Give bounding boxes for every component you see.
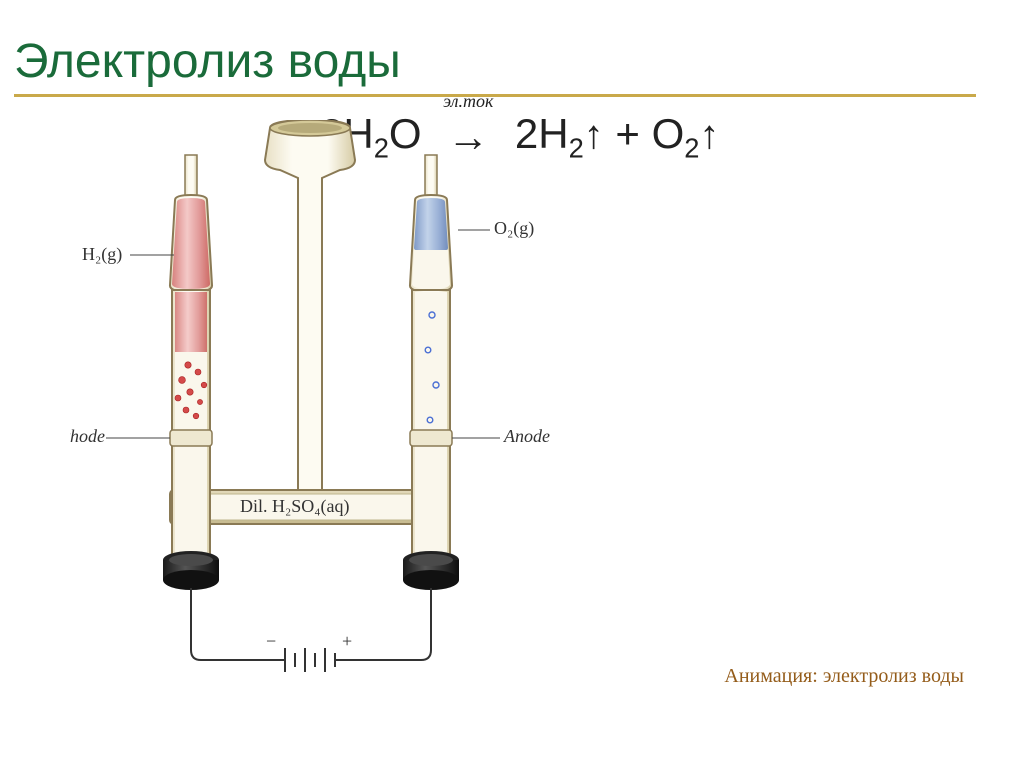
page-title: Электролиз воды <box>14 34 401 89</box>
electrolyte-label: Dil. H₂SO₄(aq) <box>240 496 350 517</box>
electrolysis-diagram: − + H₂(g) O₂(g) Cathode Anode Dil. H₂SO₄… <box>70 120 570 710</box>
cathode-label: Cathode <box>70 426 105 446</box>
anode-label: Anode <box>503 426 550 446</box>
central-reservoir <box>265 120 355 490</box>
arrow-label: эл.ток <box>443 91 493 112</box>
cathode-electrode <box>163 551 219 590</box>
battery-plus: + <box>342 631 352 651</box>
title-underline <box>14 94 976 97</box>
plus: + <box>604 110 652 157</box>
product2-sub: 2 <box>684 132 699 163</box>
circuit-wires <box>191 588 431 660</box>
battery-minus: − <box>266 631 276 651</box>
anode-tube <box>410 155 452 560</box>
product1-sub: 2 <box>569 132 584 163</box>
product1-up: ↑ <box>584 113 604 157</box>
cathode-tube <box>170 155 212 560</box>
title-text: Электролиз воды <box>14 35 401 88</box>
o2-label: O₂(g) <box>494 218 534 239</box>
anode-electrode <box>403 551 459 590</box>
h2-label: H₂(g) <box>82 244 122 265</box>
caption-text: Анимация: электролиз воды <box>724 665 964 687</box>
product2: O <box>652 110 685 157</box>
battery-symbol <box>275 648 345 672</box>
animation-caption: Анимация: электролиз воды <box>724 665 964 688</box>
diagram-svg: − + H₂(g) O₂(g) Cathode Anode Dil. H₂SO₄… <box>70 120 570 710</box>
product2-up: ↑ <box>699 113 719 157</box>
